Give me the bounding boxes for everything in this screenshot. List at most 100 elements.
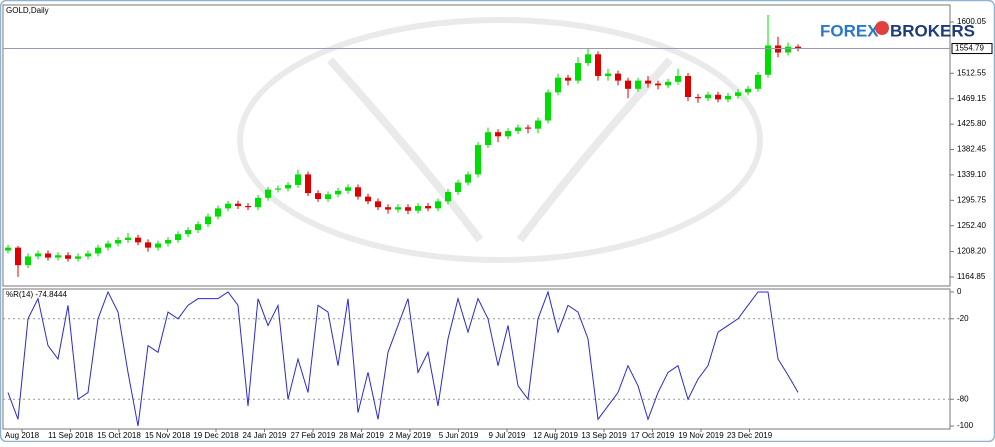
logo-right: BROKERS — [890, 21, 975, 40]
candle-body — [215, 208, 221, 217]
candle-body — [395, 207, 401, 210]
candle-body — [595, 54, 601, 76]
candle-body — [65, 255, 71, 259]
candle-body — [145, 242, 151, 248]
candle-body — [125, 237, 131, 241]
y-tick-label: 1339.10 — [957, 170, 986, 179]
candle-body — [85, 253, 91, 257]
x-tick-label: 27 Feb 2019 — [291, 431, 336, 440]
candle-body — [705, 94, 711, 99]
y-tick-label: 1512.55 — [957, 68, 986, 77]
candle-body — [465, 174, 471, 183]
y-tick-label: -100 — [957, 421, 974, 430]
candle-body — [365, 196, 371, 202]
x-tick-label: 11 Sep 2018 — [48, 431, 93, 440]
y-tick-label: 1295.75 — [957, 195, 986, 204]
candle-body — [545, 92, 551, 121]
x-tick-label: 19 Nov 2019 — [678, 431, 724, 440]
y-tick-label: 1469.15 — [957, 94, 986, 103]
candle-body — [115, 240, 121, 244]
candle-body — [325, 194, 331, 199]
indicator-pane — [2, 288, 951, 430]
candle-body — [665, 81, 671, 86]
candle-body — [225, 203, 231, 209]
candle-body — [185, 230, 191, 235]
chart-title: GOLD,Daily — [6, 6, 49, 15]
candle-body — [515, 127, 521, 132]
candle-body — [205, 216, 211, 225]
candle-body — [485, 132, 491, 146]
candle-body — [435, 201, 441, 209]
candle-body — [155, 243, 161, 248]
candle-body — [45, 253, 51, 258]
candle-body — [475, 145, 481, 175]
candle-body — [35, 253, 41, 257]
y-tick-label: 1382.45 — [957, 145, 986, 154]
logo-icon — [875, 21, 889, 35]
x-tick-label: 9 Jul 2019 — [489, 431, 526, 440]
x-tick-label: 17 Oct 2019 — [631, 431, 675, 440]
candle-body — [635, 80, 641, 89]
y-tick-label: 1425.80 — [957, 119, 986, 128]
y-tick-label: 1252.40 — [957, 221, 986, 230]
current-price-label: 1554.79 — [955, 44, 984, 53]
candle-body — [615, 73, 621, 81]
y-tick-label: -20 — [957, 314, 969, 323]
candle-body — [785, 46, 791, 53]
candle-body — [725, 95, 731, 100]
candle-body — [555, 77, 561, 93]
williams-r-line — [7, 290, 799, 427]
logo-left: FOREX — [820, 21, 879, 40]
candle-body — [105, 243, 111, 248]
current-price-box — [951, 43, 993, 55]
y-tick-label: -80 — [957, 394, 969, 403]
candle-body — [305, 174, 311, 194]
candle-body — [335, 190, 341, 195]
x-tick-label: 23 Dec 2019 — [727, 431, 773, 440]
candle-body — [585, 54, 591, 64]
candle-body — [405, 207, 411, 211]
candle-body — [745, 88, 751, 93]
candle-body — [245, 206, 251, 208]
candle-body — [75, 256, 81, 259]
candle-body — [695, 97, 701, 99]
candle-body — [275, 188, 281, 190]
x-tick-label: Aug 2018 — [5, 431, 40, 440]
candle-body — [255, 197, 261, 208]
candle-body — [675, 75, 681, 82]
candle-body — [165, 240, 171, 244]
candle-body — [175, 234, 181, 241]
candle-body — [345, 187, 351, 191]
x-tick-label: 15 Oct 2018 — [97, 431, 141, 440]
x-tick-label: 15 Nov 2018 — [145, 431, 191, 440]
candle-body — [575, 63, 581, 81]
candle-body — [505, 131, 511, 137]
candle-body — [95, 247, 101, 254]
y-tick-label: 0 — [957, 287, 962, 296]
candle-body — [765, 45, 771, 75]
candle-body — [755, 74, 761, 89]
candle-body — [25, 256, 31, 266]
candle-body — [685, 75, 691, 98]
candle-body — [525, 127, 531, 129]
candle-body — [315, 193, 321, 199]
candle-body — [375, 201, 381, 208]
candle-body — [655, 83, 661, 86]
candle-body — [295, 174, 301, 185]
candle-body — [235, 203, 241, 207]
candle-body — [15, 247, 21, 266]
candle-body — [715, 94, 721, 100]
candle-body — [455, 182, 461, 192]
candle-body — [795, 46, 801, 49]
x-tick-label: 13 Sep 2019 — [581, 431, 627, 440]
candle-body — [535, 120, 541, 129]
x-tick-label: 12 Aug 2019 — [533, 431, 578, 440]
candle-body — [385, 207, 391, 210]
candle-body — [135, 237, 141, 243]
x-tick-label: 5 Jun 2019 — [439, 431, 479, 440]
candle-body — [265, 189, 271, 198]
x-tick-label: 24 Jan 2019 — [242, 431, 287, 440]
candle-body — [565, 77, 571, 81]
candle-body — [645, 80, 651, 84]
